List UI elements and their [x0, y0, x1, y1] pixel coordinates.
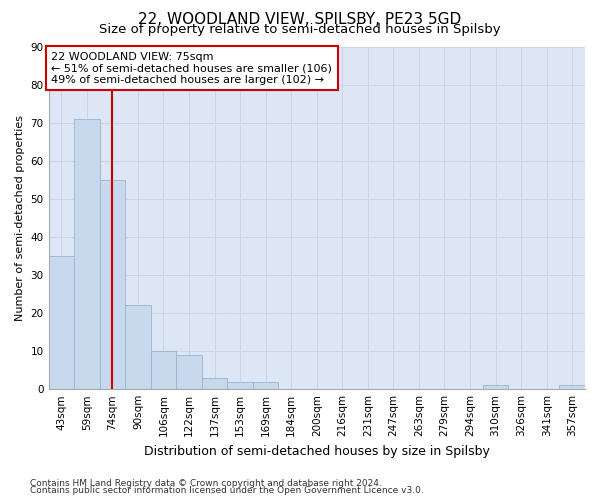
- Text: Contains HM Land Registry data © Crown copyright and database right 2024.: Contains HM Land Registry data © Crown c…: [30, 478, 382, 488]
- Bar: [74, 119, 100, 389]
- Bar: [151, 351, 176, 389]
- Bar: [49, 256, 74, 389]
- Bar: [483, 386, 508, 389]
- Bar: [100, 180, 125, 389]
- Text: 22, WOODLAND VIEW, SPILSBY, PE23 5GD: 22, WOODLAND VIEW, SPILSBY, PE23 5GD: [139, 12, 461, 28]
- Text: Size of property relative to semi-detached houses in Spilsby: Size of property relative to semi-detach…: [99, 22, 501, 36]
- Bar: [202, 378, 227, 389]
- Bar: [125, 306, 151, 389]
- Text: 22 WOODLAND VIEW: 75sqm
← 51% of semi-detached houses are smaller (106)
49% of s: 22 WOODLAND VIEW: 75sqm ← 51% of semi-de…: [51, 52, 332, 85]
- Bar: [176, 355, 202, 389]
- Bar: [559, 386, 585, 389]
- Text: Contains public sector information licensed under the Open Government Licence v3: Contains public sector information licen…: [30, 486, 424, 495]
- Y-axis label: Number of semi-detached properties: Number of semi-detached properties: [15, 115, 25, 321]
- Bar: [227, 382, 253, 389]
- Bar: [253, 382, 278, 389]
- X-axis label: Distribution of semi-detached houses by size in Spilsby: Distribution of semi-detached houses by …: [144, 444, 490, 458]
